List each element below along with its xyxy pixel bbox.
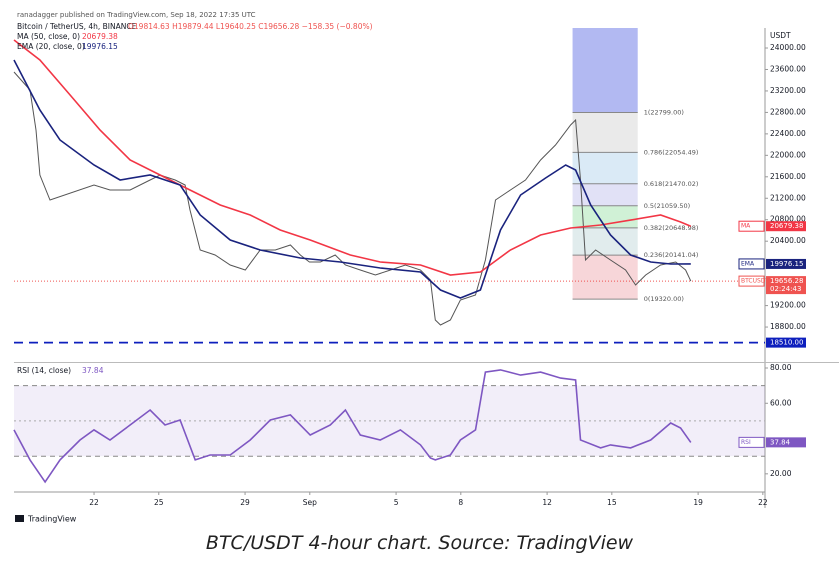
badge-name-box xyxy=(738,258,765,270)
x-tick-label: 22 xyxy=(758,498,768,507)
published-note: ranadagger published on TradingView.com,… xyxy=(17,11,256,19)
value-badge xyxy=(766,437,806,448)
fib-label: 1(22799.00) xyxy=(644,108,684,116)
y-tick-label: 21200.00 xyxy=(770,193,806,202)
support-badge xyxy=(766,337,806,348)
fib-zone xyxy=(572,112,638,153)
value-badge xyxy=(766,276,806,295)
y-tick-label: 20400.00 xyxy=(770,236,806,245)
logo: TradingView xyxy=(27,515,77,524)
support-badge-label: 18510.00 xyxy=(770,339,803,347)
y-tick-label: 22800.00 xyxy=(770,107,806,116)
series-line xyxy=(13,39,692,276)
x-tick-label: 25 xyxy=(154,498,164,507)
value-badge-label: 19976.15 xyxy=(770,260,803,268)
legend-name: Bitcoin / TetherUS, 4h, BINANCE xyxy=(17,22,137,31)
currency: USDT xyxy=(770,31,791,40)
x-tick-label: 29 xyxy=(240,498,250,507)
x-tick-label: Sep xyxy=(303,498,317,507)
legend-value: 20679.38 xyxy=(82,32,118,41)
chart: ranadagger published on TradingView.com,… xyxy=(13,11,839,524)
y-tick-label: 24000.00 xyxy=(770,43,806,52)
fib-zone xyxy=(572,152,638,184)
legend-value: 37.84 xyxy=(82,366,104,375)
caption: BTC/USDT 4-hour chart. Source: TradingVi… xyxy=(205,532,634,554)
y-tick-label: 19200.00 xyxy=(770,301,806,310)
value-badge-label: 19656.28 xyxy=(770,277,803,285)
fib-label: 0(19320.00) xyxy=(644,295,684,303)
y-tick-label: 60.00 xyxy=(770,398,792,407)
x-tick-label: 22 xyxy=(89,498,99,507)
x-tick-label: 5 xyxy=(394,498,399,507)
x-tick-label: 8 xyxy=(458,498,463,507)
x-tick-label: 15 xyxy=(607,498,617,507)
y-tick-label: 20800.00 xyxy=(770,215,806,224)
legend-name: MA (50, close, 0) xyxy=(17,32,80,41)
y-tick-label: 23200.00 xyxy=(770,86,806,95)
x-tick-label: 12 xyxy=(542,498,552,507)
fib-label: 0.382(20648.98) xyxy=(644,224,699,232)
y-tick-label: 20.00 xyxy=(770,469,792,478)
value-badge-timer: 02:24:43 xyxy=(770,285,801,293)
badge-name-box xyxy=(738,436,765,448)
y-tick-label: 23600.00 xyxy=(770,64,806,73)
legend-name: EMA (20, close, 0) xyxy=(17,42,85,51)
fib-label: 0.786(22054.49) xyxy=(644,148,699,156)
fib-zone xyxy=(572,255,638,300)
fib-range-box xyxy=(572,28,638,113)
fib-zone xyxy=(572,227,638,256)
badge-name: EMA xyxy=(741,260,755,267)
y-tick-label: 80.00 xyxy=(770,363,792,372)
legend-value: 19976.15 xyxy=(82,42,118,51)
ohlc: O19814.63 H19879.44 L19640.25 C19656.28 … xyxy=(128,22,373,31)
badge-name-box xyxy=(738,275,765,287)
y-tick-label: 21600.00 xyxy=(770,172,806,181)
value-badge-label: 37.84 xyxy=(770,438,791,446)
x-tick-label: 19 xyxy=(693,498,703,507)
fib-label: 0.618(21470.02) xyxy=(644,180,699,188)
fib-label: 0.236(20141.04) xyxy=(644,251,699,259)
value-badge xyxy=(766,221,806,232)
badge-name: BTCUSDT xyxy=(741,278,769,285)
y-tick-label: 22400.00 xyxy=(770,129,806,138)
logo-icon xyxy=(15,515,24,522)
y-tick-label: 22000.00 xyxy=(770,150,806,159)
badge-name-box xyxy=(738,220,765,232)
badge-name: RSI xyxy=(741,439,751,446)
series-line xyxy=(13,369,692,484)
badge-name: MA xyxy=(741,223,751,230)
legend-name: RSI (14, close) xyxy=(17,366,71,375)
series-line xyxy=(13,59,691,299)
y-tick-label: 18800.00 xyxy=(770,322,806,331)
fib-label: 0.5(21059.50) xyxy=(644,202,690,210)
value-badge-label: 20679.38 xyxy=(770,222,803,230)
value-badge xyxy=(766,258,806,269)
